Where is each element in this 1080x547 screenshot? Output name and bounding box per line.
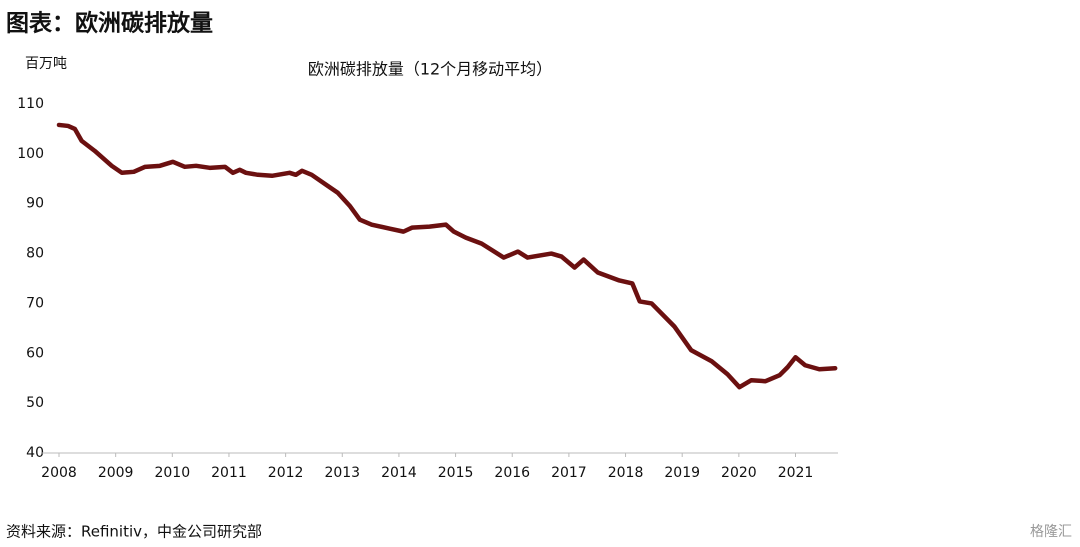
line [56, 122, 838, 390]
y-tick-label: 110 [17, 96, 44, 112]
x-tick-label: 2016 [494, 465, 530, 481]
x-tick-label: 2010 [154, 465, 190, 481]
x-tick-label: 2018 [608, 465, 644, 481]
x-tick-label: 2011 [211, 465, 247, 481]
x-tick-label: 2020 [721, 465, 757, 481]
x-tick-label: 2012 [268, 465, 304, 481]
header: 图表：欧洲碳排放量 [6, 10, 213, 37]
chart-title: 欧洲碳排放量（12个月移动平均） [308, 60, 552, 79]
y-tick-label: 90 [26, 196, 44, 212]
x-tick-label: 2015 [438, 465, 474, 481]
y-tick-label: 100 [17, 146, 44, 162]
y-tick-label: 60 [26, 345, 44, 361]
y-tick-label: 50 [26, 395, 44, 411]
y-axis-label: 百万吨 [25, 56, 67, 72]
x-tick-label: 2008 [41, 465, 77, 481]
x-tick-label: 2017 [551, 465, 587, 481]
y-tick-label: 70 [26, 295, 44, 311]
x-tick-label: 2014 [381, 465, 417, 481]
x-tick-label: 2019 [664, 465, 700, 481]
source: 资料来源：Refinitiv，中金公司研究部 [6, 523, 262, 541]
x-tick-label: 2009 [98, 465, 134, 481]
y-tick-label: 40 [26, 445, 44, 461]
x-tick-label: 2013 [324, 465, 360, 481]
y-tick-label: 80 [26, 246, 44, 262]
x-tick-label: 2021 [778, 465, 814, 481]
watermark: 格隆汇 [1030, 524, 1072, 540]
